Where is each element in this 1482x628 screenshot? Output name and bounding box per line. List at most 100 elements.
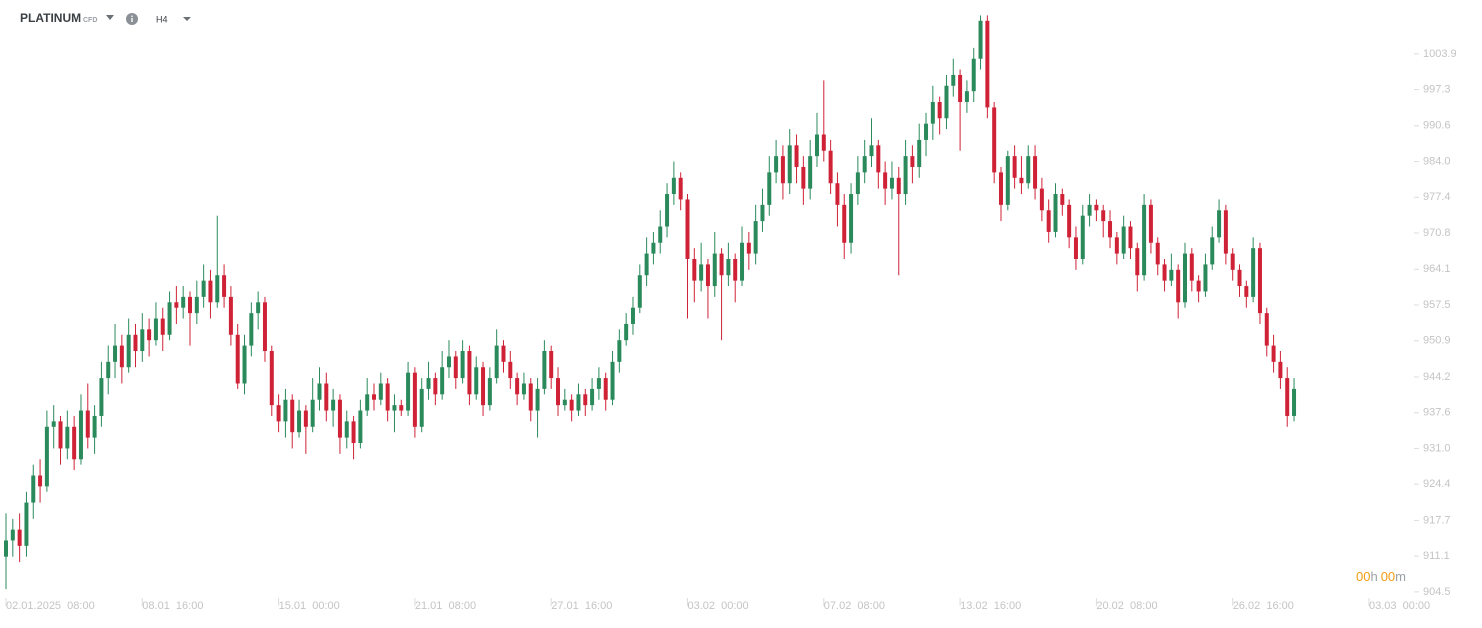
candle-body bbox=[876, 145, 881, 173]
y-tick-label: 957.5 bbox=[1423, 299, 1451, 311]
candle-body bbox=[215, 275, 220, 303]
candle-body bbox=[1108, 221, 1113, 238]
candle-body bbox=[4, 540, 8, 557]
candle-body bbox=[494, 345, 499, 379]
candle-body bbox=[889, 177, 894, 189]
candle-body bbox=[644, 253, 649, 276]
y-tick-label: 997.3 bbox=[1423, 83, 1451, 95]
candle-body bbox=[194, 296, 199, 314]
candle-body bbox=[92, 415, 97, 438]
symbol[interactable]: PLATINUM bbox=[20, 11, 81, 25]
candle-body bbox=[106, 361, 111, 379]
candle-body bbox=[992, 107, 997, 173]
candle-body bbox=[528, 383, 533, 411]
candle-body bbox=[651, 242, 656, 254]
candle-body bbox=[958, 74, 963, 103]
candle-body bbox=[767, 172, 772, 205]
candle-body bbox=[460, 351, 465, 379]
candle-body bbox=[910, 156, 915, 167]
candle-body bbox=[1237, 269, 1242, 287]
candle-body bbox=[753, 221, 758, 254]
candle-body bbox=[508, 361, 513, 379]
candle-body bbox=[590, 388, 595, 406]
candle-body bbox=[562, 399, 567, 406]
candle-body bbox=[671, 177, 676, 195]
candle-body bbox=[317, 383, 322, 400]
candle-body bbox=[412, 372, 417, 427]
y-tick-label: 931.0 bbox=[1423, 442, 1451, 454]
candle-body bbox=[1026, 156, 1031, 184]
candle-body bbox=[1257, 248, 1262, 314]
candle-body bbox=[542, 351, 547, 389]
candle-body bbox=[1182, 253, 1187, 303]
candle-body bbox=[556, 378, 561, 406]
candle-body bbox=[181, 296, 186, 308]
interval[interactable]: H4 bbox=[156, 14, 168, 24]
candle-body bbox=[153, 318, 158, 341]
candle-body bbox=[406, 372, 411, 411]
candle-body bbox=[862, 156, 867, 173]
x-tick-label: 08.01 16:00 bbox=[142, 600, 203, 612]
x-tick-label: 21.01 08:00 bbox=[415, 600, 476, 612]
candle-body bbox=[665, 194, 670, 227]
candle-body bbox=[446, 356, 451, 368]
candle-body bbox=[930, 102, 935, 124]
countdown-unit: h bbox=[1370, 569, 1377, 584]
candle-body bbox=[453, 356, 458, 379]
candle-body bbox=[174, 302, 179, 308]
candle-body bbox=[596, 378, 601, 389]
candle-body bbox=[140, 329, 145, 352]
candle-body bbox=[85, 410, 90, 438]
y-tick-label: 937.6 bbox=[1423, 407, 1451, 419]
candle-body bbox=[1189, 253, 1194, 281]
candle-body bbox=[780, 156, 785, 184]
candle-body bbox=[794, 145, 799, 167]
candle-body bbox=[1203, 264, 1208, 292]
x-tick-label: 07.02 08:00 bbox=[824, 600, 885, 612]
candle-body bbox=[951, 74, 956, 86]
candle-body bbox=[310, 399, 315, 427]
candle-body bbox=[1142, 204, 1147, 276]
candle-body bbox=[855, 172, 860, 195]
candle-body bbox=[917, 139, 922, 167]
candle-body bbox=[521, 383, 526, 395]
candle-body bbox=[65, 426, 70, 449]
y-tick-label: 944.2 bbox=[1423, 371, 1451, 383]
candle-body bbox=[474, 367, 479, 395]
candle-body bbox=[733, 258, 738, 281]
candle-body bbox=[685, 199, 690, 259]
candle-body bbox=[303, 410, 308, 427]
candle-body bbox=[1060, 194, 1065, 205]
candle-body bbox=[699, 264, 704, 281]
candle-body bbox=[351, 421, 356, 444]
y-tick-label: 964.1 bbox=[1423, 263, 1451, 275]
candle-body bbox=[99, 378, 104, 416]
candle-body bbox=[433, 378, 438, 395]
x-tick-label: 20.02 08:00 bbox=[1096, 600, 1157, 612]
candle-body bbox=[78, 410, 83, 460]
candle-body bbox=[160, 318, 165, 335]
candle-body bbox=[774, 156, 779, 173]
y-tick-label: 917.7 bbox=[1423, 514, 1451, 526]
candle-body bbox=[365, 394, 370, 411]
candle-body bbox=[814, 134, 819, 157]
y-tick-label: 977.4 bbox=[1423, 191, 1451, 203]
candle-body bbox=[188, 296, 193, 314]
candle-body bbox=[399, 405, 404, 411]
interval-dropdown[interactable] bbox=[183, 17, 191, 21]
symbol-dropdown[interactable] bbox=[106, 15, 114, 20]
x-tick-label: 02.01.2025 08:00 bbox=[6, 600, 95, 612]
candle-body bbox=[1278, 361, 1283, 379]
candle-body bbox=[637, 275, 642, 308]
candle-body bbox=[1053, 194, 1058, 232]
candle-body bbox=[126, 334, 131, 368]
candle-body bbox=[467, 351, 472, 395]
candle-body bbox=[896, 177, 901, 195]
candle-body bbox=[1039, 188, 1044, 211]
candle-body bbox=[481, 367, 486, 406]
candle-body bbox=[869, 145, 874, 157]
candle-body bbox=[658, 226, 663, 243]
candle-body bbox=[501, 345, 506, 362]
candle-body bbox=[228, 296, 233, 335]
candle-body bbox=[1264, 313, 1269, 346]
